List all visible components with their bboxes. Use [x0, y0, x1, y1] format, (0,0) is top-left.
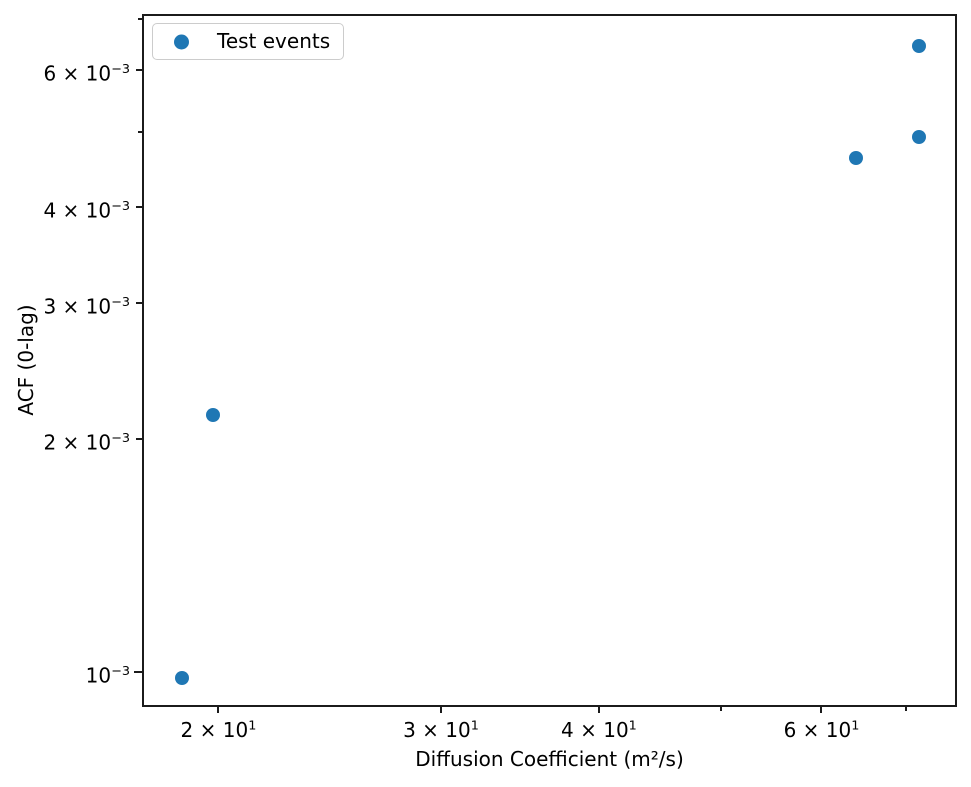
tick-exponent: −3	[111, 295, 130, 311]
legend: Test events	[152, 23, 344, 60]
x-axis-tick	[820, 707, 823, 713]
data-point	[849, 151, 864, 166]
x-axis-label: Diffusion Coefficient (m²/s)	[415, 747, 684, 771]
x-tick-label: 6 × 101	[783, 718, 860, 742]
tick-exponent: −3	[111, 663, 130, 679]
x-tick-label: 3 × 101	[403, 718, 479, 742]
plot-area: Test events	[142, 14, 957, 707]
x-axis-tick	[597, 707, 600, 713]
data-point	[912, 130, 927, 145]
y-tick-label: 3 × 10−3	[43, 294, 130, 319]
x-tick-label: 4 × 101	[561, 718, 637, 742]
y-axis-tick	[136, 438, 142, 441]
data-points-layer	[142, 14, 957, 707]
tick-exponent: 1	[470, 718, 479, 734]
legend-marker-dot	[174, 34, 189, 49]
tick-exponent: −3	[111, 198, 130, 214]
data-point	[205, 407, 220, 422]
data-point	[174, 671, 189, 686]
x-axis-tick	[720, 707, 723, 711]
y-tick-label: 4 × 10−3	[43, 198, 130, 223]
y-axis-tick	[136, 205, 142, 208]
tick-exponent: 1	[851, 718, 860, 734]
y-axis-tick	[134, 670, 142, 673]
y-tick-label: 6 × 10−3	[43, 62, 130, 87]
y-axis-tick	[138, 130, 142, 133]
legend-label: Test events	[217, 29, 331, 53]
y-tick-label: 2 × 10−3	[43, 430, 130, 455]
tick-exponent: 1	[628, 718, 637, 734]
y-axis-tick	[138, 17, 142, 20]
y-axis-tick	[136, 302, 142, 305]
y-axis-tick	[136, 69, 142, 72]
data-point	[912, 39, 927, 54]
y-tick-label: 10−3	[85, 663, 130, 688]
tick-exponent: 1	[248, 718, 257, 734]
x-tick-label: 2 × 101	[180, 718, 257, 742]
x-axis-tick	[217, 707, 220, 713]
tick-exponent: −3	[111, 431, 130, 447]
x-axis-tick	[905, 707, 908, 711]
x-axis-tick	[440, 707, 442, 713]
tick-exponent: −3	[111, 62, 130, 78]
y-axis-label: ACF (0-lag)	[14, 304, 38, 416]
